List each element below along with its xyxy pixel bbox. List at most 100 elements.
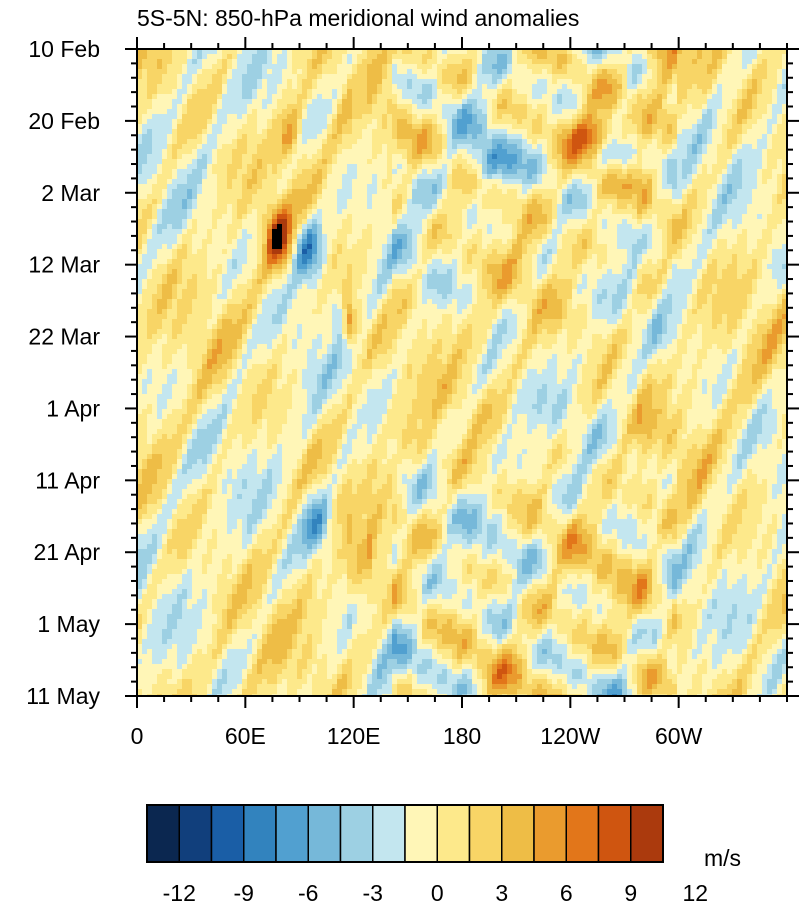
heatmap-cell [237, 74, 243, 80]
heatmap-cell [412, 119, 418, 125]
heatmap-cell [152, 94, 158, 100]
heatmap-cell [672, 149, 678, 155]
heatmap-cell [287, 104, 293, 110]
heatmap-cell [337, 199, 343, 205]
heatmap-cell [622, 119, 628, 125]
heatmap-cell [537, 79, 543, 85]
heatmap-cell [197, 154, 203, 160]
heatmap-cell [602, 109, 608, 115]
heatmap-cell [157, 169, 163, 175]
heatmap-cell [687, 209, 693, 215]
heatmap-cell [192, 214, 198, 220]
heatmap-cell [742, 229, 748, 235]
heatmap-cell [697, 94, 703, 100]
heatmap-cell [607, 69, 613, 75]
heatmap-cell [412, 149, 418, 155]
heatmap-cell [512, 209, 518, 215]
heatmap-cell [272, 239, 278, 245]
heatmap-cell [232, 84, 238, 90]
heatmap-cell [272, 114, 278, 120]
heatmap-cell [422, 139, 428, 145]
heatmap-cell [587, 144, 593, 150]
heatmap-cell [442, 79, 448, 85]
heatmap-cell [552, 104, 558, 110]
heatmap-cell [367, 219, 373, 225]
heatmap-cell [527, 179, 533, 185]
heatmap-cell [342, 109, 348, 115]
heatmap-cell [672, 129, 678, 135]
heatmap-cell [347, 159, 353, 165]
heatmap-cell [322, 129, 328, 135]
heatmap-cell [572, 204, 578, 210]
heatmap-cell [317, 219, 323, 225]
heatmap-cell [617, 104, 623, 110]
heatmap-cell [697, 159, 703, 165]
heatmap-cell [582, 234, 588, 240]
heatmap-cell [532, 159, 538, 165]
heatmap-cell [207, 119, 213, 125]
heatmap-cell [702, 54, 708, 60]
heatmap-cell [247, 134, 253, 140]
heatmap-cell [357, 64, 363, 70]
heatmap-cell [712, 179, 718, 185]
heatmap-cell [627, 124, 633, 130]
heatmap-cell [282, 54, 288, 60]
heatmap-cell [292, 79, 298, 85]
heatmap-cell [317, 64, 323, 70]
heatmap-cell [417, 239, 423, 245]
heatmap-cell [207, 99, 213, 105]
heatmap-cell [242, 99, 248, 105]
heatmap-cell [447, 134, 453, 140]
heatmap-cell [572, 159, 578, 165]
heatmap-cell [372, 144, 378, 150]
heatmap-cell [557, 79, 563, 85]
heatmap-cell [777, 214, 783, 220]
heatmap-cell [292, 139, 298, 145]
heatmap-cell [222, 194, 228, 200]
heatmap-cell [242, 154, 248, 160]
heatmap-cell [597, 204, 603, 210]
heatmap-cell [277, 114, 283, 120]
heatmap-cell [737, 164, 743, 170]
heatmap-cell [327, 114, 333, 120]
heatmap-cell [187, 224, 193, 230]
heatmap-cell [562, 94, 568, 100]
heatmap-cell [637, 109, 643, 115]
heatmap-cell [357, 229, 363, 235]
heatmap-cell [257, 84, 263, 90]
heatmap-cell [697, 104, 703, 110]
heatmap-cell [627, 149, 633, 155]
heatmap-cell [287, 84, 293, 90]
heatmap-cell [632, 74, 638, 80]
heatmap-cell [642, 234, 648, 240]
heatmap-cell [672, 204, 678, 210]
heatmap-cell [767, 219, 773, 225]
heatmap-cell [552, 134, 558, 140]
heatmap-cell [652, 234, 658, 240]
heatmap-cell [247, 209, 253, 215]
heatmap-cell [532, 214, 538, 220]
heatmap-cell [677, 134, 683, 140]
heatmap-cell [467, 174, 473, 180]
heatmap-cell [772, 124, 778, 130]
heatmap-cell [297, 134, 303, 140]
heatmap-cell [297, 209, 303, 215]
heatmap-cell [182, 199, 188, 205]
heatmap-cell [762, 79, 768, 85]
heatmap-cell [722, 59, 728, 65]
heatmap-cell [672, 134, 678, 140]
heatmap-cell [737, 224, 743, 230]
heatmap-cell [742, 189, 748, 195]
heatmap-cell [712, 59, 718, 65]
heatmap-cell [592, 174, 598, 180]
heatmap-cell [547, 174, 553, 180]
heatmap-cell [437, 99, 443, 105]
heatmap-cell [187, 179, 193, 185]
heatmap-cell [427, 224, 433, 230]
heatmap-cell [402, 84, 408, 90]
heatmap-cell [642, 84, 648, 90]
heatmap-cell [632, 154, 638, 160]
heatmap-cell [732, 219, 738, 225]
heatmap-cell [277, 69, 283, 75]
heatmap-cell [737, 89, 743, 95]
